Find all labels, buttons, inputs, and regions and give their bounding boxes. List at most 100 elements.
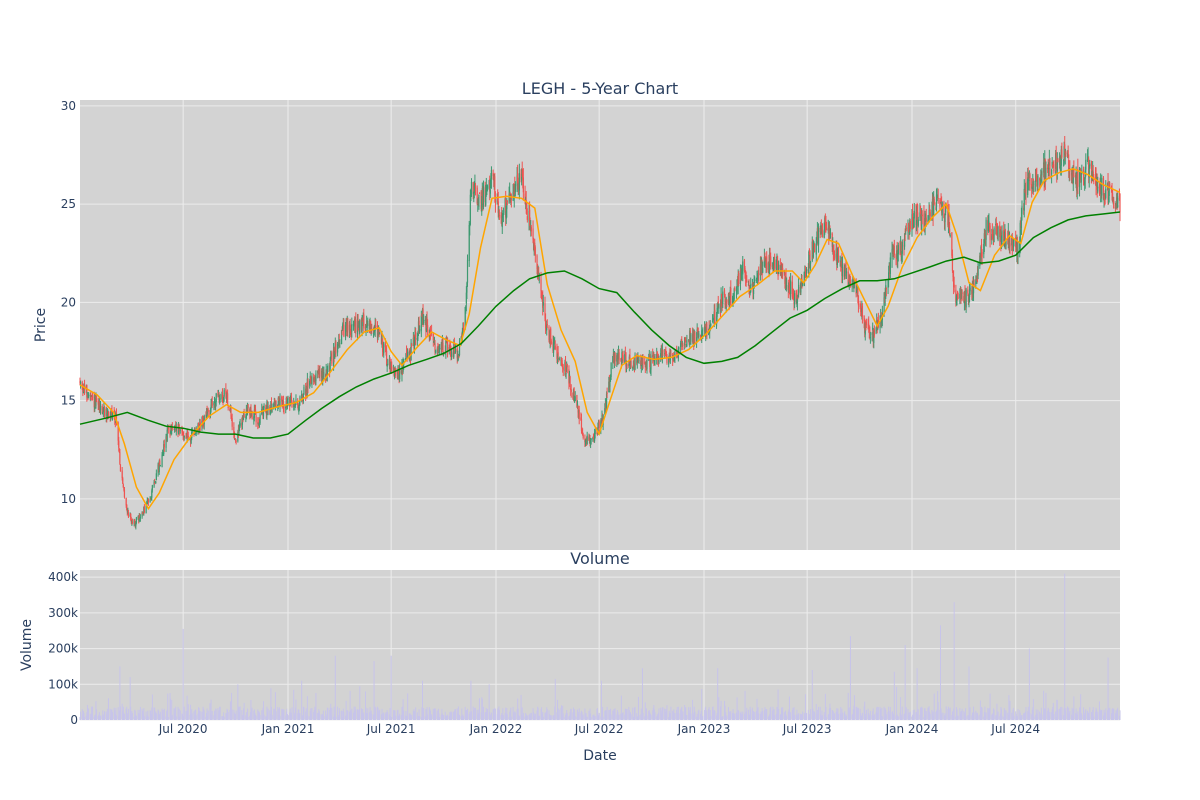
volume-bar xyxy=(584,714,586,720)
volume-bar xyxy=(537,706,539,720)
candle-body xyxy=(494,176,496,197)
candle-body xyxy=(86,397,89,399)
volume-bar xyxy=(193,711,195,720)
volume-bar xyxy=(190,704,192,720)
candle-body xyxy=(812,248,815,257)
candle-body xyxy=(884,292,886,299)
volume-bar xyxy=(657,715,659,720)
candle-body xyxy=(699,334,702,337)
volume-bar xyxy=(644,702,646,720)
candle-body xyxy=(804,273,807,275)
candle xyxy=(586,431,588,445)
candle-body xyxy=(485,184,487,192)
candle-body xyxy=(542,302,544,306)
volume-bar xyxy=(509,711,511,720)
candle-body xyxy=(653,355,655,362)
candle-body xyxy=(102,412,104,414)
candle xyxy=(393,372,396,380)
volume-bar xyxy=(825,707,827,720)
candle-body xyxy=(566,364,568,368)
volume-bar xyxy=(110,709,112,720)
volume-bar xyxy=(134,710,136,720)
candle-body xyxy=(855,282,857,295)
candle-body xyxy=(860,312,862,314)
volume-bar xyxy=(218,710,220,720)
volume-bar xyxy=(724,700,726,720)
candle-body xyxy=(537,266,539,279)
candle xyxy=(937,194,939,202)
candle-body xyxy=(763,257,766,267)
volume-bar xyxy=(497,710,499,720)
price-y-tick-label: 20 xyxy=(61,295,76,309)
candle xyxy=(949,221,951,236)
volume-bar xyxy=(733,715,735,720)
candle xyxy=(238,424,240,435)
candle-body xyxy=(367,320,369,327)
volume-bar xyxy=(897,716,899,720)
volume-bar xyxy=(510,707,512,720)
candle-body xyxy=(1080,172,1082,183)
volume-bar xyxy=(861,712,863,720)
candle-body xyxy=(344,325,347,338)
candle-body xyxy=(582,434,584,438)
volume-bar xyxy=(253,710,255,720)
volume-bar xyxy=(100,715,102,720)
candle-body xyxy=(1119,193,1121,213)
candle xyxy=(419,325,421,334)
candle-body xyxy=(407,351,409,357)
volume-bar xyxy=(371,714,373,720)
volume-bar xyxy=(480,712,482,720)
volume-bar xyxy=(94,714,96,720)
volume-bar xyxy=(456,708,458,720)
candle-body xyxy=(338,340,340,345)
volume-bar xyxy=(154,713,156,720)
candle xyxy=(294,403,297,408)
volume-bar xyxy=(872,711,874,720)
candle-body xyxy=(1068,159,1070,171)
volume-bar xyxy=(372,714,374,720)
candle xyxy=(606,387,608,398)
candle-body xyxy=(331,352,333,364)
candle-body xyxy=(150,497,152,499)
volume-bar xyxy=(549,715,551,720)
candle-body xyxy=(845,271,848,274)
volume-bar xyxy=(490,714,492,720)
volume-bar xyxy=(472,706,474,720)
volume-bar xyxy=(526,715,528,720)
volume-bar xyxy=(211,710,213,720)
volume-bar xyxy=(473,707,475,720)
candle xyxy=(546,319,548,329)
candle-body xyxy=(1019,241,1021,250)
volume-bar xyxy=(137,709,139,720)
candle-body xyxy=(1089,163,1091,167)
volume-bar xyxy=(118,716,120,720)
volume-bar xyxy=(171,714,173,720)
volume-bar xyxy=(505,707,507,720)
candle-body xyxy=(355,319,357,333)
candle xyxy=(710,323,712,327)
volume-bar xyxy=(286,714,288,720)
candle-body xyxy=(492,173,494,177)
candle-body xyxy=(404,359,406,360)
volume-bar xyxy=(864,713,866,720)
candle xyxy=(1082,166,1085,186)
candle-body xyxy=(145,505,147,514)
volume-bar xyxy=(382,713,384,720)
candle-body xyxy=(809,253,811,265)
candle-body xyxy=(812,240,814,256)
volume-bar xyxy=(162,709,164,720)
candle-body xyxy=(717,301,719,307)
volume-bar xyxy=(661,707,663,720)
volume-bar xyxy=(510,716,512,720)
candle-body xyxy=(490,177,492,188)
candle-body xyxy=(604,408,606,414)
candle-body xyxy=(155,481,157,484)
volume-bar xyxy=(809,716,811,720)
candle-body xyxy=(385,350,388,366)
volume-bar xyxy=(686,715,688,720)
candle xyxy=(122,476,124,485)
candle xyxy=(924,210,926,236)
candle-body xyxy=(569,376,571,387)
volume-bar xyxy=(889,706,891,720)
volume-bar xyxy=(682,711,684,720)
